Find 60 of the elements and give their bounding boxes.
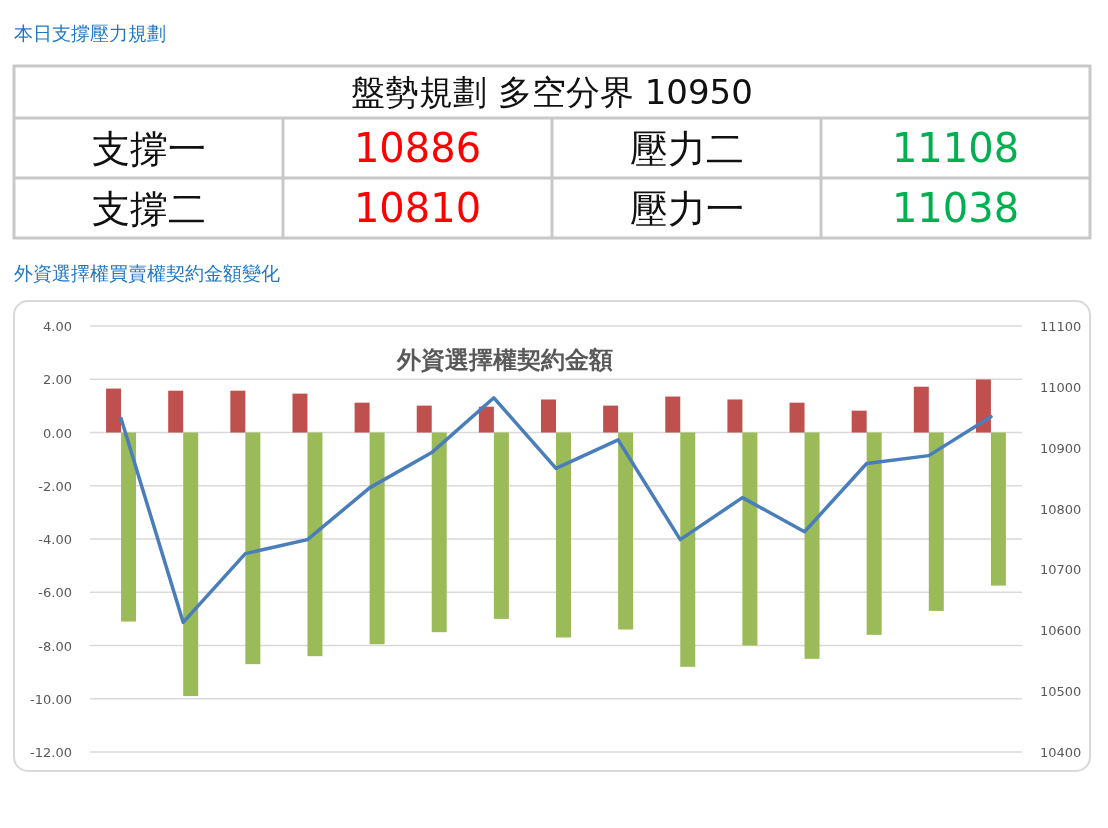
data-label: 11108 bbox=[891, 125, 1020, 171]
y-tick-label: -6.00 bbox=[38, 585, 72, 601]
category-label: 壓力二 bbox=[629, 127, 744, 171]
bar bbox=[556, 432, 571, 638]
y-tick-label: -4.00 bbox=[38, 532, 72, 547]
data-label: 10886 bbox=[353, 125, 482, 171]
y-tick-label: 0.00 bbox=[43, 425, 72, 441]
y-tick-label: -8.00 bbox=[38, 638, 72, 654]
category-label: 支撐二 bbox=[91, 187, 206, 231]
y2-tick-label: 10700 bbox=[1040, 562, 1082, 578]
bar bbox=[230, 390, 246, 433]
category-label: 壓力一 bbox=[629, 187, 744, 231]
bar bbox=[541, 399, 556, 433]
bar bbox=[121, 432, 137, 622]
bar bbox=[928, 432, 944, 611]
y2-tick-label: 10500 bbox=[1040, 684, 1082, 700]
y2-tick-label: 10400 bbox=[1040, 745, 1082, 760]
y2-tick-label: 10800 bbox=[1040, 501, 1082, 517]
y-tick-label: -10.00 bbox=[30, 691, 72, 707]
y-tick-label: -2.00 bbox=[38, 478, 72, 494]
y2-tick-label: 11100 bbox=[1040, 319, 1082, 334]
y2-tick-label: 11000 bbox=[1040, 379, 1082, 395]
y2-tick-label: 10600 bbox=[1040, 623, 1082, 639]
bar bbox=[106, 388, 122, 433]
bar bbox=[369, 432, 385, 645]
chart-title: 外資選擇權買賣權契約金額變化 bbox=[14, 262, 280, 284]
text: 本日支撐壓力規劃 bbox=[14, 22, 166, 44]
y-tick-label: -12.00 bbox=[30, 745, 72, 760]
bar bbox=[789, 402, 805, 433]
bar bbox=[990, 432, 1006, 586]
text: 盤勢規劃 多空分界 10950 bbox=[351, 72, 753, 112]
bar bbox=[307, 432, 323, 657]
bar bbox=[603, 405, 619, 433]
bar bbox=[913, 386, 929, 433]
bar bbox=[431, 432, 447, 633]
bar bbox=[804, 432, 820, 659]
bar bbox=[354, 402, 370, 433]
bar bbox=[292, 393, 308, 433]
data-label: 10810 bbox=[353, 185, 482, 231]
bar bbox=[727, 399, 743, 433]
y-tick-label: 4.00 bbox=[43, 319, 72, 334]
line-series bbox=[119, 396, 993, 625]
bar bbox=[680, 432, 696, 667]
bar bbox=[493, 432, 509, 619]
bar bbox=[618, 432, 634, 630]
bar bbox=[866, 432, 882, 635]
y-tick-label: 2.00 bbox=[43, 372, 72, 388]
bar bbox=[183, 432, 199, 697]
data-label: 11038 bbox=[891, 185, 1020, 231]
y2-tick-label: 10900 bbox=[1040, 440, 1082, 456]
bar bbox=[168, 390, 184, 433]
bar bbox=[245, 432, 261, 665]
bar bbox=[742, 432, 758, 646]
text: 外資選擇權契約金額 bbox=[396, 346, 613, 374]
category-label: 支撐一 bbox=[91, 127, 206, 171]
bar bbox=[975, 379, 991, 433]
bar bbox=[478, 406, 494, 433]
bar bbox=[851, 410, 867, 433]
bar bbox=[416, 405, 432, 433]
bar bbox=[665, 396, 681, 433]
